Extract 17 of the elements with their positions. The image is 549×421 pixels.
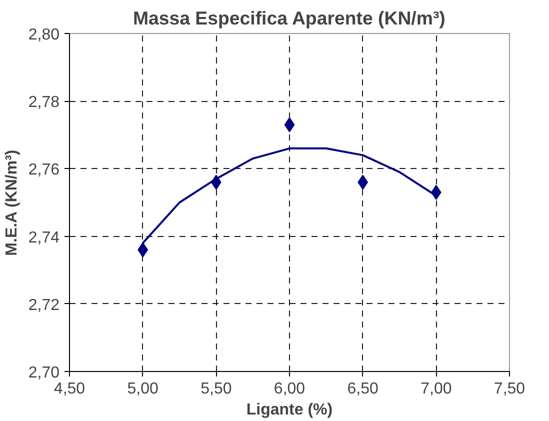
y-tick-label: 2,80 [28, 26, 60, 44]
x-tick-label: 5,50 [200, 380, 232, 398]
x-tick-label: 7,50 [494, 380, 526, 398]
y-axis-title: M.E.A (KN/m³) [3, 150, 20, 256]
chart-title: Massa Especifica Aparente (KN/m³) [132, 8, 446, 28]
x-tick-label: 5,00 [127, 380, 159, 398]
y-tick-label: 2,76 [28, 162, 60, 179]
y-tick-label: 2,78 [28, 94, 60, 112]
x-tick-label: 4,50 [54, 380, 86, 398]
point [284, 117, 295, 132]
x-tick-label: 6,00 [274, 380, 306, 398]
y-tick-label: 2,74 [28, 229, 60, 246]
x-axis-title: Ligante (%) [246, 402, 333, 418]
x-tick-label: 6,50 [347, 380, 379, 398]
y-tick-label: 2,72 [28, 296, 60, 314]
x-tick-label: 7,00 [420, 380, 452, 398]
y-tick-label: 2,70 [28, 364, 60, 382]
